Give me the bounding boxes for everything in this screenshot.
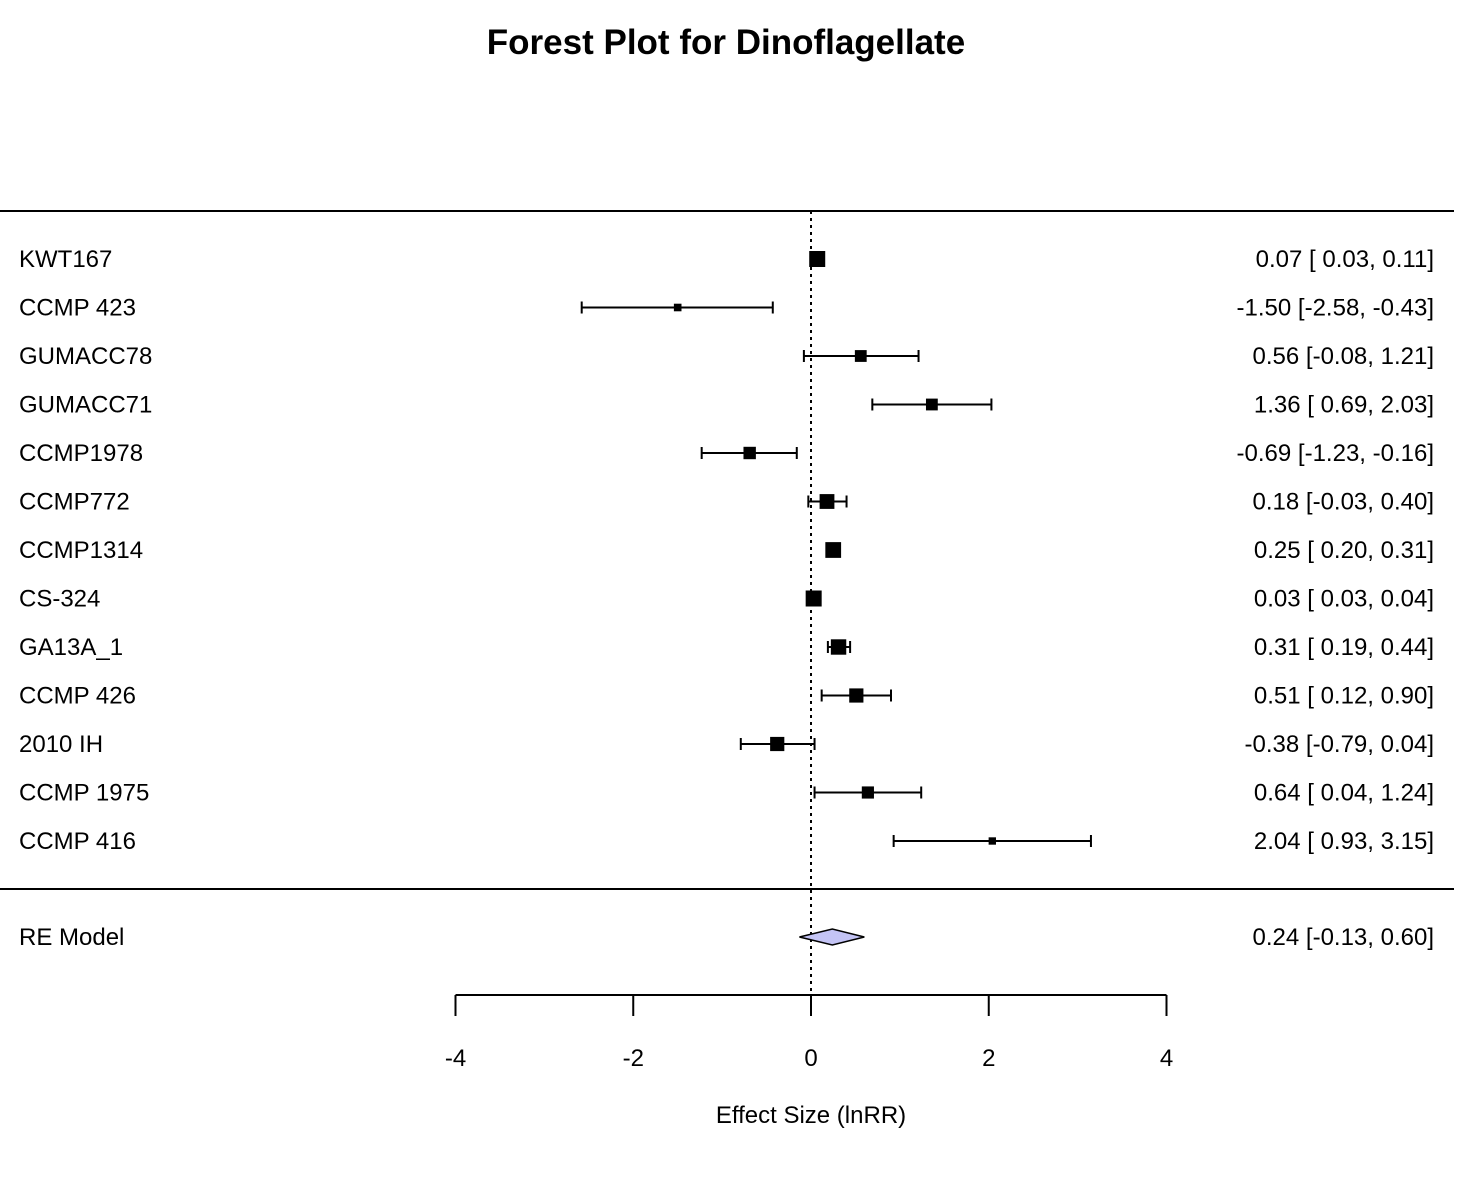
study-estimate-label: 0.56 [-0.08, 1.21] xyxy=(1253,343,1434,370)
point-estimate-square xyxy=(819,494,835,509)
study-estimate-label: 0.07 [ 0.03, 0.11] xyxy=(1256,246,1434,273)
study-row: GUMACC78 0.56 [-0.08, 1.21] xyxy=(19,343,1434,370)
x-tick-label: -2 xyxy=(623,1045,644,1072)
point-estimate-square xyxy=(805,590,822,607)
study-row: CCMP1314 0.25 [ 0.20, 0.31] xyxy=(19,537,1434,564)
study-row: CCMP 1975 0.64 [ 0.04, 1.24] xyxy=(19,780,1434,807)
study-estimate-label: 0.18 [-0.03, 0.40] xyxy=(1253,489,1434,516)
point-estimate-square xyxy=(861,786,874,799)
study-name: KWT167 xyxy=(19,246,112,273)
study-name: GUMACC71 xyxy=(19,392,152,419)
study-name: CCMP772 xyxy=(19,489,130,516)
study-name: CCMP1314 xyxy=(19,537,143,564)
study-name: GA13A_1 xyxy=(19,634,123,661)
study-row: CCMP772 0.18 [-0.03, 0.40] xyxy=(19,489,1434,516)
point-estimate-square xyxy=(770,736,785,752)
study-row: CCMP 426 0.51 [ 0.12, 0.90] xyxy=(19,683,1434,710)
x-tick-label: 4 xyxy=(1160,1045,1173,1072)
point-estimate-square xyxy=(809,251,826,267)
study-row: CS-324 0.03 [ 0.03, 0.04] xyxy=(19,586,1434,613)
x-tick-label: 2 xyxy=(982,1045,995,1072)
point-estimate-square xyxy=(743,446,756,460)
point-estimate-square xyxy=(830,639,847,655)
point-estimate-square xyxy=(854,350,867,362)
study-estimate-label: 0.31 [ 0.19, 0.44] xyxy=(1254,634,1434,661)
summary-row: RE Model 0.24 [-0.13, 0.60] xyxy=(19,924,1434,951)
study-row: 2010 IH -0.38 [-0.79, 0.04] xyxy=(19,731,1434,758)
point-estimate-square xyxy=(825,542,842,558)
summary-name: RE Model xyxy=(19,924,124,951)
study-row: GA13A_1 0.31 [ 0.19, 0.44] xyxy=(19,634,1434,661)
study-name: 2010 IH xyxy=(19,731,103,758)
study-name: CCMP1978 xyxy=(19,440,143,467)
study-row: GUMACC71 1.36 [ 0.69, 2.03] xyxy=(19,392,1434,419)
study-name: CCMP 426 xyxy=(19,683,136,710)
study-estimate-label: 2.04 [ 0.93, 3.15] xyxy=(1254,828,1434,855)
point-estimate-square xyxy=(673,303,682,312)
summary-estimate-label: 0.24 [-0.13, 0.60] xyxy=(1253,924,1434,951)
x-axis: -4 -2 0 2 4 xyxy=(445,994,1173,1072)
study-estimate-label: -0.38 [-0.79, 0.04] xyxy=(1245,731,1434,758)
study-estimate-label: 0.25 [ 0.20, 0.31] xyxy=(1254,537,1434,564)
study-name: CS-324 xyxy=(19,586,100,613)
x-axis-label: Effect Size (lnRR) xyxy=(716,1102,906,1129)
study-row: CCMP 416 2.04 [ 0.93, 3.15] xyxy=(19,828,1434,855)
study-row: KWT167 0.07 [ 0.03, 0.11] xyxy=(19,246,1434,273)
study-name: CCMP 1975 xyxy=(19,780,149,807)
study-estimate-label: -1.50 [-2.58, -0.43] xyxy=(1237,295,1434,322)
study-estimate-label: 0.03 [ 0.03, 0.04] xyxy=(1254,586,1434,613)
study-name: CCMP 423 xyxy=(19,295,136,322)
study-estimate-label: -0.69 [-1.23, -0.16] xyxy=(1237,440,1434,467)
study-estimate-label: 1.36 [ 0.69, 2.03] xyxy=(1254,392,1434,419)
summary-diamond xyxy=(799,928,865,946)
study-estimate-label: 0.64 [ 0.04, 1.24] xyxy=(1254,780,1434,807)
study-name: GUMACC78 xyxy=(19,343,152,370)
study-name: CCMP 416 xyxy=(19,828,136,855)
study-estimate-label: 0.51 [ 0.12, 0.90] xyxy=(1254,683,1434,710)
study-row: CCMP 423 -1.50 [-2.58, -0.43] xyxy=(19,295,1434,322)
x-tick-label: -4 xyxy=(445,1045,466,1072)
chart-title: Forest Plot for Dinoflagellate xyxy=(487,23,965,62)
point-estimate-square xyxy=(849,688,864,703)
x-tick-label: 0 xyxy=(804,1045,817,1072)
point-estimate-square xyxy=(925,398,938,411)
point-estimate-square xyxy=(988,837,996,845)
study-row: CCMP1978 -0.69 [-1.23, -0.16] xyxy=(19,440,1434,467)
study-rows: KWT167 0.07 [ 0.03, 0.11] CCMP 423 -1.50 [-… xyxy=(19,246,1434,855)
